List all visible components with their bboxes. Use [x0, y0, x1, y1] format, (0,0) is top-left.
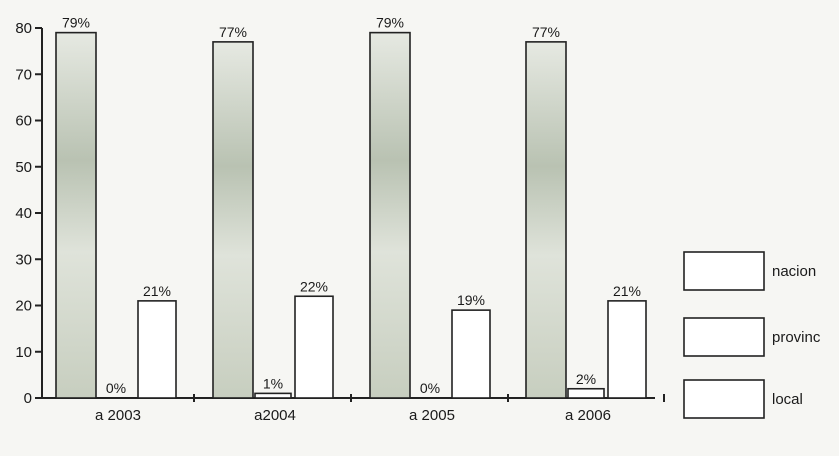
- x-category-label: a 2006: [565, 407, 611, 424]
- x-category-label: a 2003: [95, 407, 141, 424]
- data-label: 21%: [613, 283, 641, 299]
- y-tick-label: 80: [15, 20, 32, 37]
- y-tick-label: 30: [15, 251, 32, 268]
- bar-provinc: [567, 387, 605, 399]
- bar-nacion: [369, 31, 411, 399]
- bar-local: [607, 300, 647, 399]
- y-tick-label: 20: [15, 298, 32, 315]
- y-tick-label: 70: [15, 66, 32, 83]
- bar-nacion: [212, 41, 254, 399]
- data-label: 77%: [532, 24, 560, 40]
- bar-local: [137, 300, 177, 399]
- x-category-label: a2004: [254, 407, 296, 424]
- data-label: 22%: [300, 278, 328, 294]
- data-label: 19%: [457, 292, 485, 308]
- data-label: 1%: [263, 375, 283, 391]
- bar-nacion: [525, 41, 567, 399]
- legend-label: provinc: [772, 329, 821, 346]
- data-label: 21%: [143, 283, 171, 299]
- data-label: 0%: [420, 380, 440, 396]
- y-tick-label: 50: [15, 159, 32, 176]
- x-category-label: a 2005: [409, 407, 455, 424]
- data-label: 79%: [62, 15, 90, 31]
- legend-label: nacion: [772, 263, 816, 280]
- y-tick-label: 40: [15, 205, 32, 222]
- legend-swatch: [683, 317, 765, 357]
- y-tick-label: 60: [15, 113, 32, 130]
- y-tick-label: 10: [15, 344, 32, 361]
- data-label: 79%: [376, 15, 404, 31]
- data-label: 77%: [219, 24, 247, 40]
- legend-swatch: [683, 379, 765, 419]
- y-tick-label: 0: [24, 390, 32, 407]
- legend-swatch: [683, 251, 765, 291]
- data-label: 2%: [576, 371, 596, 387]
- bar-provinc: [254, 392, 292, 399]
- data-label: 0%: [106, 380, 126, 396]
- bar-local: [451, 309, 491, 399]
- legend-label: local: [772, 391, 803, 408]
- bar-nacion: [55, 31, 97, 399]
- bar-local: [294, 295, 334, 399]
